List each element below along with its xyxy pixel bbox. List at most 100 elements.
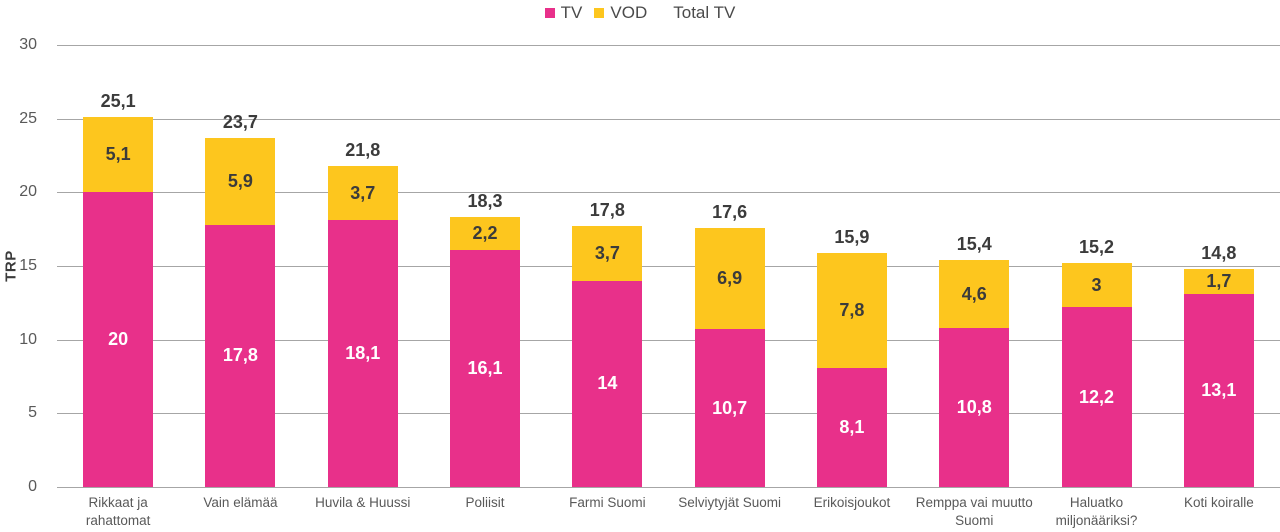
tv-value-label: 12,2 — [1079, 386, 1115, 407]
total-value-label: 14,8 — [1201, 242, 1237, 263]
gridline — [57, 192, 1280, 194]
bar-segment-tv: 14 — [572, 280, 643, 487]
tv-value-label: 16,1 — [467, 357, 503, 378]
tv-swatch-icon — [544, 8, 555, 18]
bar-segment-tv: 20 — [83, 192, 154, 487]
bar-segment-tv: 13,1 — [1183, 294, 1254, 487]
tv-value-label: 20 — [108, 329, 129, 350]
total-value-label: 23,7 — [222, 111, 258, 132]
tv-value-label: 10,8 — [956, 396, 992, 417]
y-tick-label: 30 — [19, 36, 37, 53]
bar-segment-tv: 12,2 — [1061, 307, 1132, 487]
category-label: Vain elämää — [203, 495, 278, 510]
category-label: Remppa vai muutto Suomi — [915, 495, 1033, 528]
bar-segment-tv: 8,1 — [816, 367, 887, 487]
tv-value-label: 13,1 — [1201, 380, 1237, 400]
vod-value-label: 7,8 — [839, 299, 865, 320]
bar-segment-vod: 2,2 — [450, 217, 521, 250]
plot-area: 20 5,1 25,1 17,8 5,9 23,7 18,1 3,7 21,8 16,1 2,2 18… — [57, 45, 1280, 488]
vod-value-label: 2,2 — [472, 223, 498, 244]
bar-stack: 16,1 2,2 18,3 — [450, 45, 521, 487]
category-label: Selviytyjät Suomi — [678, 495, 782, 510]
bar-slot: 8,1 7,8 15,9 — [791, 45, 913, 487]
bar-stack: 13,1 1,7 14,8 — [1183, 45, 1254, 487]
bar-segment-vod: 5,9 — [205, 137, 276, 225]
total-value-label: 15,9 — [834, 226, 870, 247]
vod-value-label: 3 — [1091, 274, 1102, 295]
category-label: Farmi Suomi — [569, 495, 646, 510]
bar-segment-vod: 4,6 — [939, 260, 1010, 328]
tv-value-label: 8,1 — [839, 416, 865, 437]
tv-value-label: 14 — [597, 373, 618, 394]
gridline — [57, 413, 1280, 415]
vod-value-label: 4,6 — [961, 283, 987, 304]
gridline — [57, 339, 1280, 341]
vod-value-label: 6,9 — [717, 268, 743, 289]
category-label: Erikoisjoukot — [813, 495, 891, 510]
bar-segment-vod: 3,7 — [327, 165, 398, 221]
tv-value-label: 18,1 — [345, 343, 381, 364]
vod-value-label: 3,7 — [594, 242, 620, 263]
bar-stack: 10,7 6,9 17,6 — [694, 45, 765, 487]
bar-stack: 12,2 3 15,2 — [1061, 45, 1132, 487]
y-tick-label: 20 — [19, 183, 37, 201]
bar-stack: 10,8 4,6 15,4 — [939, 45, 1010, 487]
total-value-label: 15,4 — [956, 234, 992, 255]
legend-label-tv: TV — [560, 3, 583, 22]
bar-slot: 14 3,7 17,8 — [546, 45, 668, 487]
category-label: Koti koiralle — [1183, 495, 1254, 510]
bar-segment-tv: 10,8 — [939, 327, 1010, 487]
gridline — [57, 45, 1280, 46]
legend-label-total-tv: Total TV — [673, 3, 736, 22]
bar-slot: 10,8 4,6 15,4 — [913, 45, 1035, 487]
vod-value-label: 5,9 — [227, 170, 253, 191]
bar-slot: 18,1 3,7 21,8 — [302, 45, 424, 487]
total-value-label: 17,8 — [589, 200, 625, 221]
bar-segment-tv: 18,1 — [327, 220, 398, 487]
gridline — [57, 487, 1280, 488]
bar-slot: 12,2 3 15,2 — [1035, 45, 1157, 487]
bar-slot: 13,1 1,7 14,8 — [1158, 45, 1280, 487]
bar-segment-tv: 16,1 — [450, 249, 521, 487]
bar-segment-vod: 5,1 — [83, 117, 154, 193]
bar-stack: 8,1 7,8 15,9 — [816, 45, 887, 487]
total-value-label: 21,8 — [345, 139, 381, 160]
y-axis-labels: 0 5 10 15 20 25 30 — [0, 36, 45, 495]
gridline — [57, 266, 1280, 267]
bar-segment-tv: 10,7 — [694, 329, 765, 487]
y-tick-label: 5 — [28, 404, 37, 422]
vod-value-label: 5,1 — [105, 144, 131, 165]
vod-value-label: 1,7 — [1206, 270, 1232, 291]
y-tick-label: 15 — [19, 257, 37, 274]
bar-slot: 10,7 6,9 17,6 — [669, 45, 791, 487]
y-tick-label: 0 — [28, 478, 37, 495]
bar-segment-vod: 6,9 — [694, 227, 765, 330]
tv-value-label: 17,8 — [222, 345, 258, 366]
y-tick-label: 25 — [19, 109, 37, 127]
legend-item-tv: TV — [544, 3, 583, 23]
bar-stack: 14 3,7 17,8 — [572, 45, 643, 487]
bar-stack: 18,1 3,7 21,8 — [327, 45, 398, 487]
legend: TV VOD Total TV — [0, 3, 1280, 23]
total-value-label: 17,6 — [712, 201, 748, 222]
bar-segment-vod: 3 — [1061, 263, 1132, 308]
bar-slot: 16,1 2,2 18,3 — [424, 45, 546, 487]
total-value-label: 18,3 — [467, 191, 503, 212]
legend-item-vod: VOD — [594, 3, 647, 23]
total-value-label: 25,1 — [100, 91, 136, 112]
category-label: Haluatko miljonääriksi? — [1055, 495, 1138, 528]
category-label: Poliisit — [465, 495, 505, 510]
vod-swatch-icon — [594, 8, 605, 18]
bar-slot: 17,8 5,9 23,7 — [179, 45, 301, 487]
legend-label-vod: VOD — [610, 3, 648, 22]
tv-value-label: 10,7 — [712, 397, 748, 418]
gridline — [57, 118, 1280, 120]
legend-item-total-tv: Total TV — [673, 3, 735, 23]
bar-segment-vod: 7,8 — [816, 252, 887, 368]
gridlines — [57, 45, 1280, 488]
x-axis-labels: Rikkaat ja rahattomat Vain elämää Huvila &… — [57, 494, 1280, 532]
vod-value-label: 3,7 — [350, 182, 376, 203]
bar-slot: 20 5,1 25,1 — [57, 45, 179, 487]
y-tick-label: 10 — [19, 330, 37, 348]
